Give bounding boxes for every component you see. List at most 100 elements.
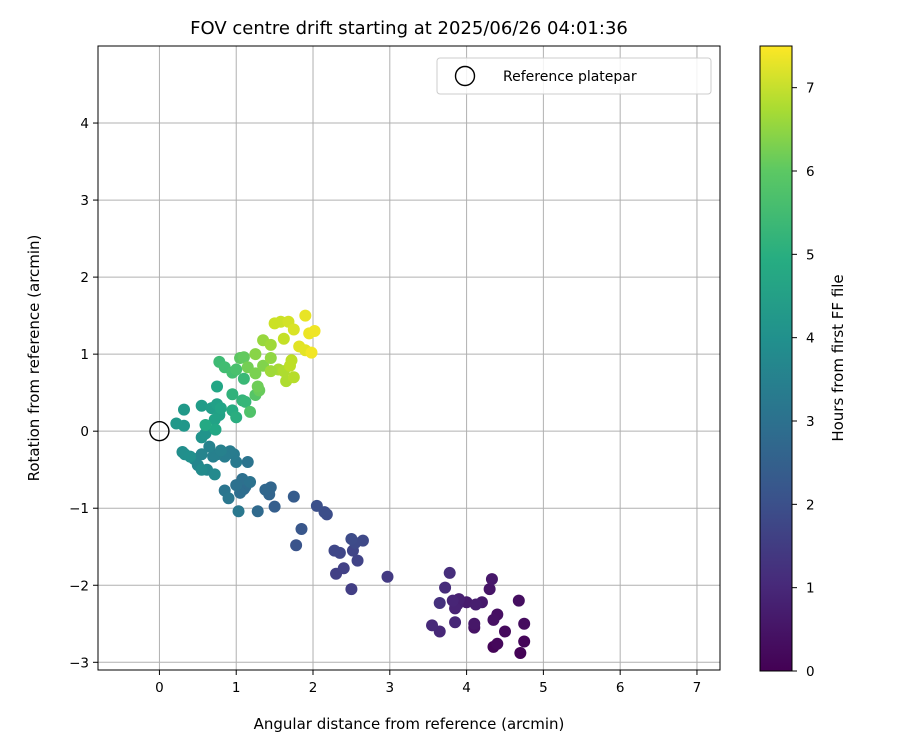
y-tick-label: 0 [80,424,89,440]
data-point [264,352,277,364]
data-point [498,625,511,638]
data-point [469,598,482,611]
data-point [237,351,250,364]
colorbar-ticks: 0 1 2 3 4 5 6 7 [792,81,815,680]
data-point [433,596,446,609]
data-point [299,309,312,322]
x-tick-label: 6 [616,680,625,696]
data-point [449,616,462,629]
data-point [199,419,212,432]
data-point [209,423,222,436]
data-point [287,490,300,503]
data-point [249,367,262,380]
legend: Reference platepar [436,57,712,95]
data-point [518,617,531,630]
colorbar: 0 1 2 3 4 5 6 7 Hours from first FF file [759,45,847,680]
data-point [287,371,300,384]
x-tick-label: 7 [693,680,702,696]
x-tick-label: 4 [462,680,471,696]
data-point [214,402,227,415]
data-point [195,463,208,476]
x-tick-label: 5 [539,680,548,696]
data-point [259,483,272,496]
colorbar-tick-label: 5 [806,247,815,263]
data-point [230,411,243,424]
colorbar-tick-label: 6 [806,164,815,180]
y-tick-label: 4 [80,116,89,132]
grid-lines [98,46,720,670]
data-point [446,594,459,607]
colorbar-tick-label: 0 [806,664,815,680]
colorbar-tick-label: 7 [806,81,815,97]
data-point [268,317,281,330]
data-point [310,499,323,512]
data-point [222,492,235,505]
data-point [483,583,496,596]
data-point [264,365,277,378]
y-tick-label: 3 [80,193,89,209]
data-point [468,617,481,630]
data-point [170,417,183,430]
y-tick-label: 1 [80,347,89,363]
data-point [230,479,243,492]
data-point [230,363,243,376]
y-tick-label: −1 [69,501,89,517]
data-point [208,413,221,426]
x-axis-label: Angular distance from reference (arcmin) [254,715,565,733]
data-point [214,444,227,457]
x-tick-label: 2 [309,680,318,696]
data-point [184,450,197,463]
data-point [211,380,224,393]
legend-box [436,57,712,95]
legend-label: Reference platepar [503,69,637,85]
data-point [337,562,350,575]
data-point [491,637,504,650]
data-point [487,613,500,626]
scatter-points [170,309,531,660]
data-point [287,323,300,336]
x-axis-ticks: 0 1 2 3 4 5 6 7 [155,670,701,696]
colorbar-tick-label: 3 [806,414,815,430]
data-point [290,539,303,552]
data-point [283,359,296,372]
y-tick-label: −3 [69,655,89,671]
data-point [226,388,239,401]
data-point [244,405,257,418]
x-tick-label: 0 [155,680,164,696]
data-point [264,338,277,351]
data-point [351,554,364,567]
data-point [232,505,245,518]
data-point [251,380,264,393]
data-point [308,325,321,338]
y-tick-label: 2 [80,270,89,286]
colorbar-gradient [759,45,793,672]
chart-title: FOV centre drift starting at 2025/06/26 … [190,18,628,39]
data-point [268,500,281,513]
y-axis-ticks: −3 −2 −1 0 1 2 3 4 [69,116,98,671]
data-point [512,594,525,607]
data-point [443,566,456,579]
colorbar-tick-label: 1 [806,581,815,597]
data-point [328,544,341,557]
data-point [244,476,257,489]
x-tick-label: 3 [386,680,395,696]
legend-marker-icon [454,65,476,87]
data-point [514,647,527,660]
plot-frame [97,45,721,671]
data-point [251,505,264,518]
data-point [518,635,531,648]
data-point [203,440,216,453]
x-tick-label: 1 [232,680,241,696]
data-point [345,583,358,596]
data-point [241,456,254,468]
data-point [381,570,394,583]
data-point [439,581,452,594]
colorbar-tick-label: 2 [806,497,815,513]
data-point [199,427,212,440]
data-point [305,346,318,359]
data-point [208,468,221,481]
data-point [345,533,358,546]
data-point [426,619,439,632]
data-point [237,372,250,385]
